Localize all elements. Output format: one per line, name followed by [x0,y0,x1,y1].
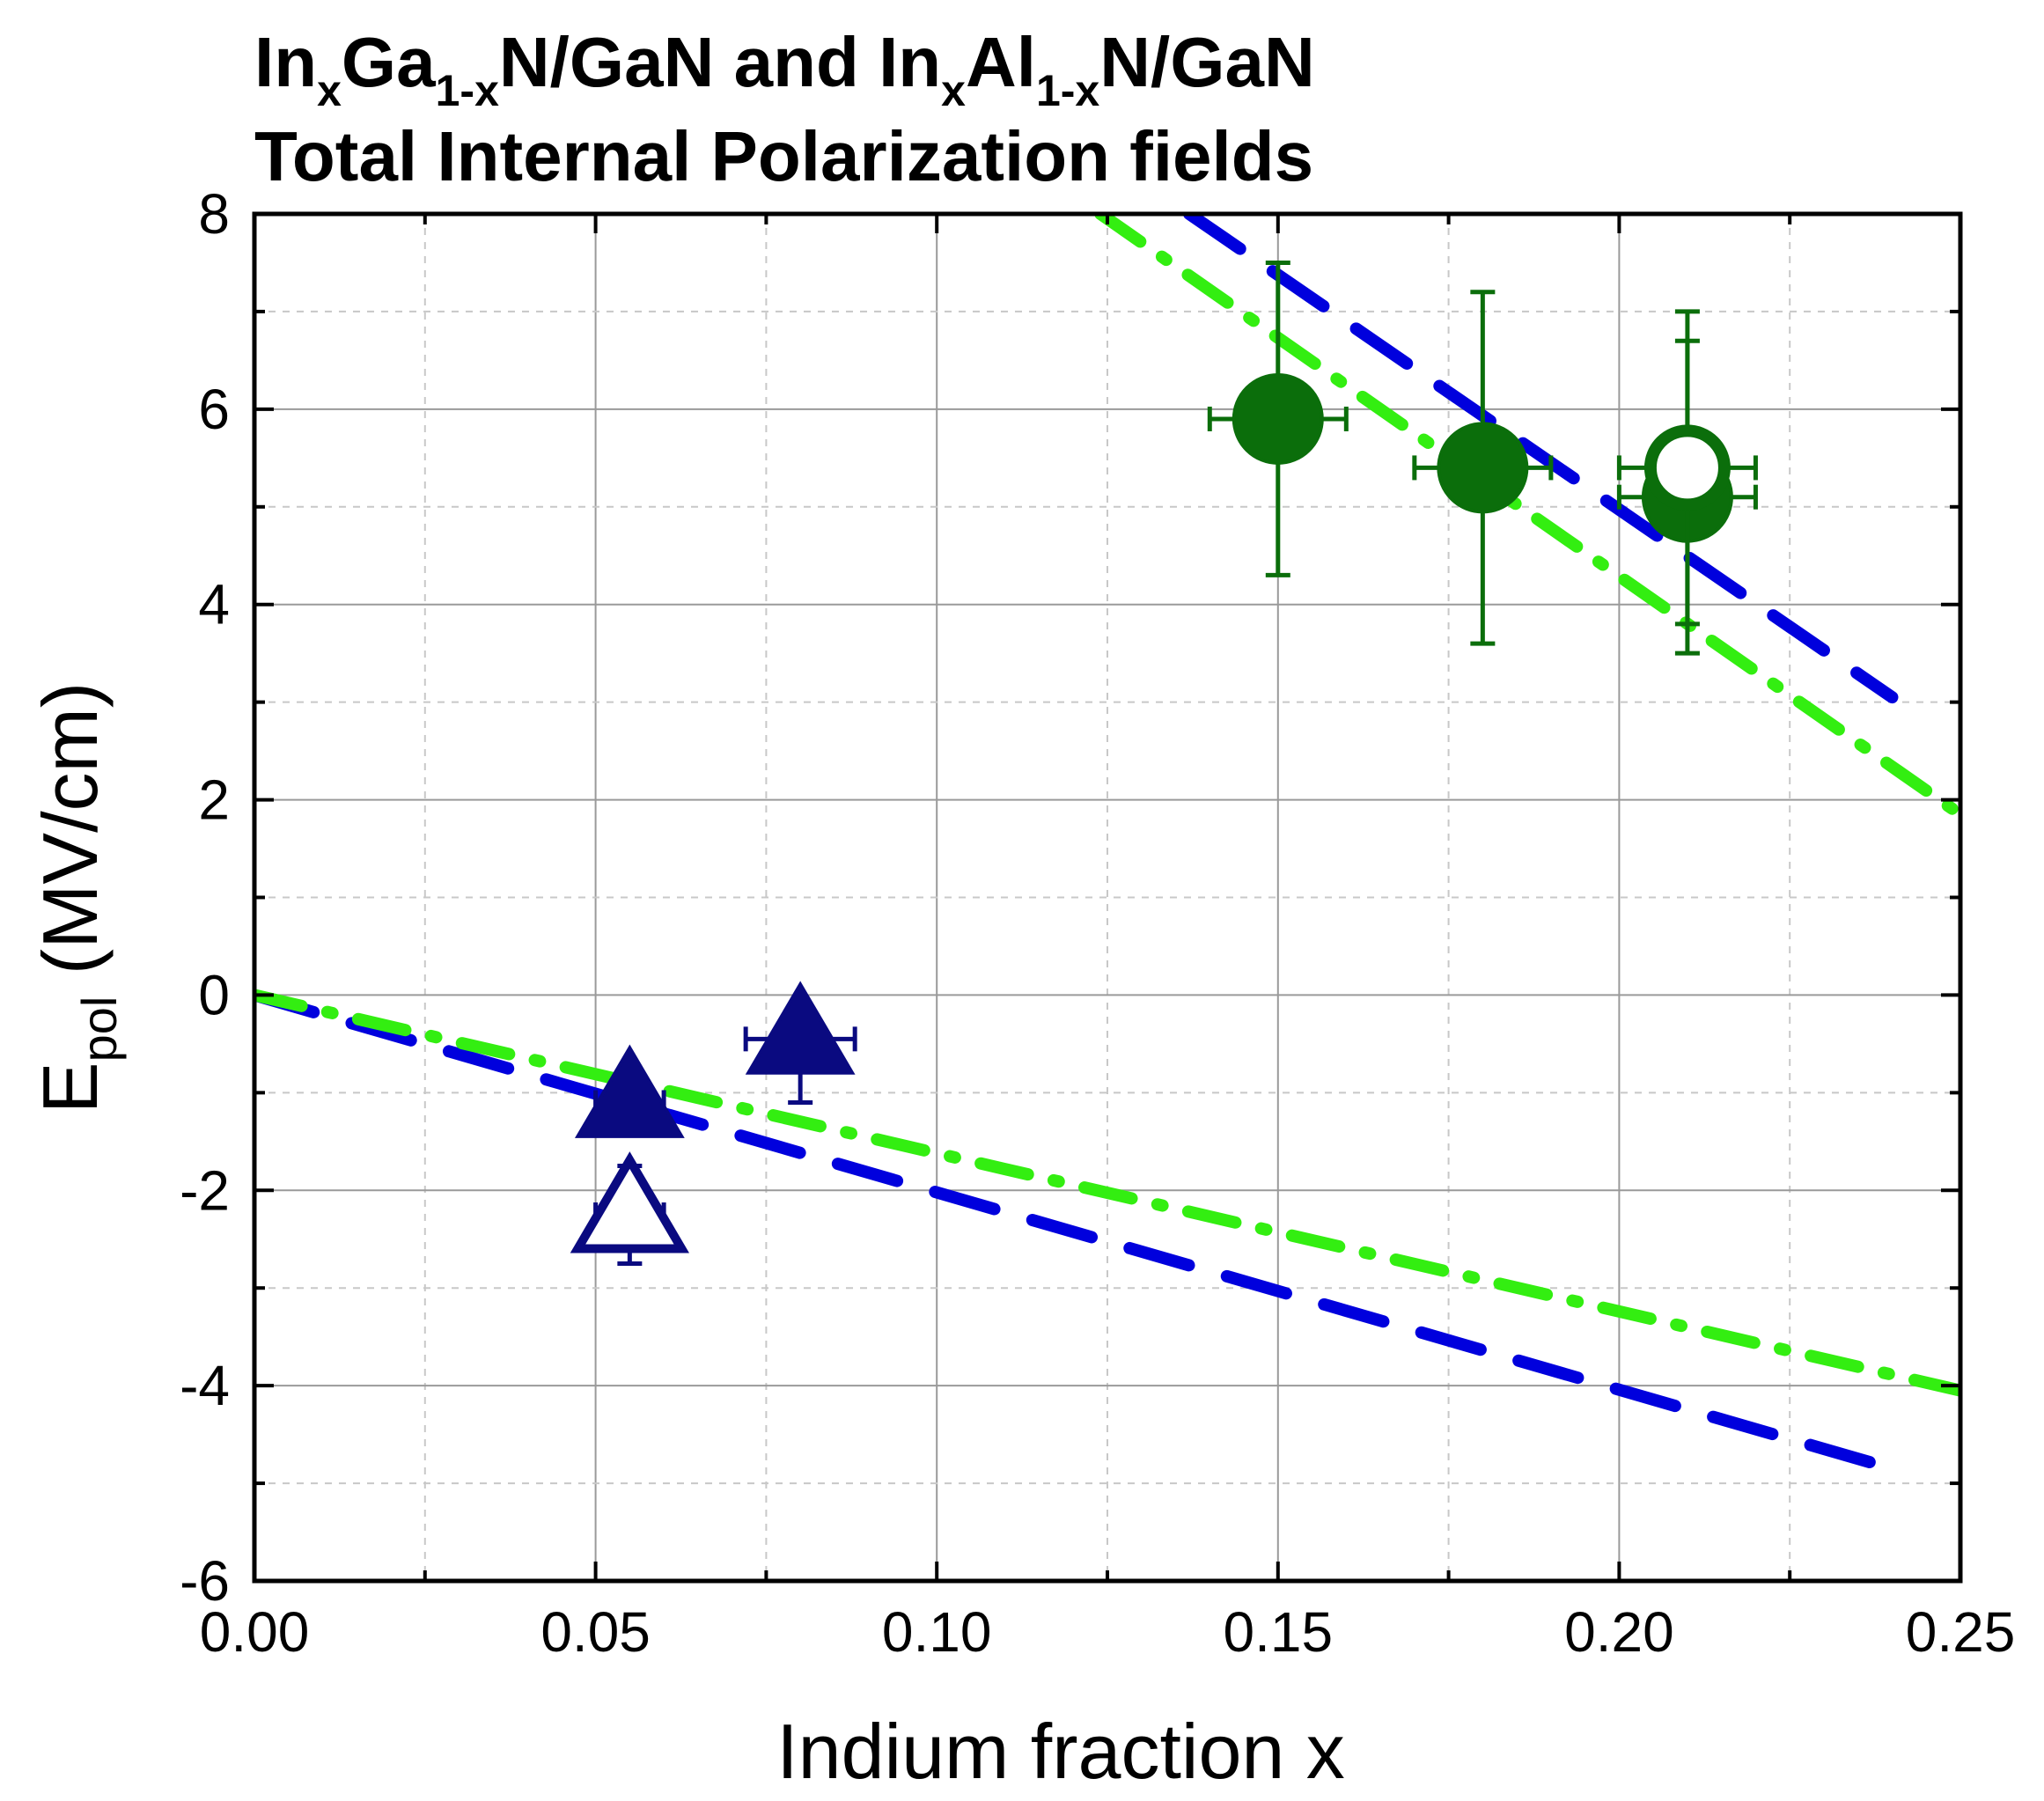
model-line [254,989,1960,1397]
model-line [1094,214,1960,821]
y-tick-label: 8 [198,182,230,246]
data-point-circle [1207,260,1349,577]
triangle-marker [570,1151,689,1253]
axis-ticks: 0.00 0.05 0.10 0.15 0.20 0.25 -6 -4 -2 0 2 4 6 8 [180,182,2015,1664]
model-lines [254,214,1960,1475]
x-tick-label: 0.25 [1906,1600,2016,1664]
title-subscript: 1-x [1036,66,1099,115]
data-point-circle [1412,290,1554,646]
title-subscript: 1-x [436,66,499,115]
triangle-marker [745,981,856,1075]
title-subscript: x [317,66,342,115]
triangle-marker [574,1044,685,1138]
title-line-1: InxGa1-xN/GaN and InxAl1-xN/GaN [254,23,1315,115]
x-axis-label: Indium fraction x [776,1708,1345,1795]
y-tick-label: 6 [198,378,230,441]
circle-marker [1437,422,1529,514]
title-subscript: x [941,66,966,115]
y-tick-label: -6 [180,1549,230,1613]
model-line [254,989,1899,1475]
data-point-circle [1616,309,1758,656]
x-tick-label: 0.05 [540,1600,651,1664]
data-points [570,260,1758,1266]
title-segment: In [254,23,317,101]
title-segment: N/GaN and In [499,23,941,101]
y-axis-label-text: Epol (MV/cm) [26,682,127,1114]
data-point-triangle [743,981,857,1105]
y-tick-label: -2 [180,1158,230,1222]
x-tick-label: 0.00 [200,1600,310,1664]
model-line [1183,214,1899,704]
y-label-subscript: pol [71,996,127,1062]
x-tick-label: 0.15 [1224,1600,1334,1664]
y-label-unit: (MV/cm) [26,682,114,996]
title-segment: N/GaN [1099,23,1315,101]
circle-marker [1232,372,1324,465]
circle-marker [1643,424,1731,511]
y-tick-label: 2 [198,768,230,832]
data-point-triangle [574,1044,685,1138]
y-tick-label: 4 [198,573,230,636]
data-point-triangle [570,1151,689,1266]
title-segment: Al [966,23,1036,101]
title-line-2: Total Internal Polarization fields [254,117,1313,195]
x-tick-label: 0.20 [1564,1600,1674,1664]
x-tick-label: 0.10 [882,1600,992,1664]
grid [254,214,1960,1581]
title-segment: Ga [342,23,436,101]
y-label-main: E [26,1062,114,1114]
y-axis-label: Epol (MV/cm) [26,682,127,1114]
y-tick-label: 0 [198,963,230,1026]
y-tick-label: -4 [180,1354,230,1417]
